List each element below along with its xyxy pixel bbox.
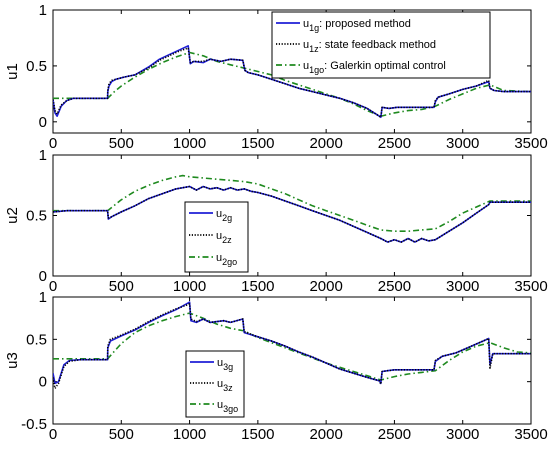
legend-entry-main: u: [217, 378, 223, 390]
x-tick-label: 500: [109, 135, 134, 152]
legend-entry: u2go: [216, 252, 237, 267]
legend-entry: u3g: [217, 357, 233, 372]
x-tick-label: 1000: [173, 135, 206, 152]
legend-box: [271, 11, 491, 79]
legend-entry-subscript: 2g: [222, 213, 232, 223]
series-line-u3go: [53, 312, 531, 381]
x-tick-label: 3500: [514, 426, 547, 443]
x-tick-label: 2500: [378, 135, 411, 152]
y-tick-label: 1: [39, 147, 47, 164]
legend-entry: u3z: [217, 378, 233, 393]
x-tick-label: 0: [49, 278, 57, 295]
series-line-u3z: [53, 303, 531, 390]
series-line-u2g: [53, 185, 531, 243]
legend-entry-subscript: 3z: [223, 383, 233, 393]
x-tick-label: 1500: [241, 278, 274, 295]
y-tick-label: 0.5: [26, 208, 47, 225]
legend-entry-main: u: [216, 252, 222, 264]
y-tick-label: 0.5: [26, 58, 47, 75]
x-tick-label: 1000: [173, 426, 206, 443]
x-tick-label: 2000: [309, 278, 342, 295]
legend-entry-subscript: 1g: [309, 23, 319, 33]
x-tick-label: 3500: [514, 135, 547, 152]
x-tick-label: 1500: [241, 426, 274, 443]
x-tick-label: 2500: [378, 278, 411, 295]
x-tick-label: 500: [109, 278, 134, 295]
x-tick-label: 3500: [514, 278, 547, 295]
legend-entry-text: : Galerkin optimal control: [324, 60, 446, 72]
legend-entry-subscript: 3g: [223, 362, 233, 372]
x-tick-label: 0: [49, 426, 57, 443]
x-tick-label: 3000: [446, 278, 479, 295]
legend-entry: u2g: [216, 208, 232, 223]
legend-entry: u1g: proposed method: [303, 18, 411, 33]
x-tick-label: 1500: [241, 135, 274, 152]
x-tick-label: 2500: [378, 426, 411, 443]
y-tick-label: 0: [39, 114, 47, 131]
legend-entry-main: u: [216, 230, 222, 242]
x-tick-label: 1000: [173, 278, 206, 295]
legend-entry-subscript: 2go: [222, 257, 237, 267]
y-axis-label: u1: [4, 63, 21, 80]
series-line-u1go: [53, 51, 531, 117]
y-tick-label: -0.5: [21, 416, 47, 433]
x-tick-label: 2000: [309, 426, 342, 443]
legend-entry-main: u: [217, 357, 223, 369]
legend-entry-subscript: 3go: [223, 404, 238, 414]
y-tick-label: 1: [39, 2, 47, 19]
y-tick-label: 1: [39, 289, 47, 306]
legend-entry-text: : proposed method: [319, 18, 411, 30]
x-tick-label: 500: [109, 426, 134, 443]
plot-area: [52, 154, 532, 277]
legend-entry-subscript: 1go: [309, 65, 324, 75]
series-line-u1z: [53, 47, 531, 119]
y-tick-label: 0: [39, 374, 47, 391]
legend-entry-main: u: [216, 208, 222, 220]
y-axis-label: u2: [4, 207, 21, 224]
y-tick-label: 0: [39, 268, 47, 285]
legend-entry: u2z: [216, 230, 232, 245]
legend-entry: u3go: [217, 399, 238, 414]
legend-entry-main: u: [303, 60, 309, 72]
legend-entry-text: : state feedback method: [319, 39, 436, 51]
x-tick-label: 2000: [309, 135, 342, 152]
legend-entry-subscript: 2z: [222, 235, 232, 245]
legend-entry-subscript: 1z: [309, 44, 319, 54]
y-axis-label: u3: [4, 352, 21, 369]
legend-entry-main: u: [303, 18, 309, 30]
x-tick-label: 0: [49, 135, 57, 152]
legend-entry-main: u: [217, 399, 223, 411]
legend-entry: u1z: state feedback method: [303, 39, 436, 54]
y-tick-label: 0.5: [26, 331, 47, 348]
plot-area: [52, 296, 532, 425]
legend-entry: u1go: Galerkin optimal control: [303, 60, 446, 75]
x-tick-label: 3000: [446, 426, 479, 443]
legend-entry-main: u: [303, 39, 309, 51]
chart-panel-u1: 0 500 1000 1500 2000 2500 3000 350000.51u1u1g: …: [4, 2, 548, 152]
x-tick-label: 3000: [446, 135, 479, 152]
